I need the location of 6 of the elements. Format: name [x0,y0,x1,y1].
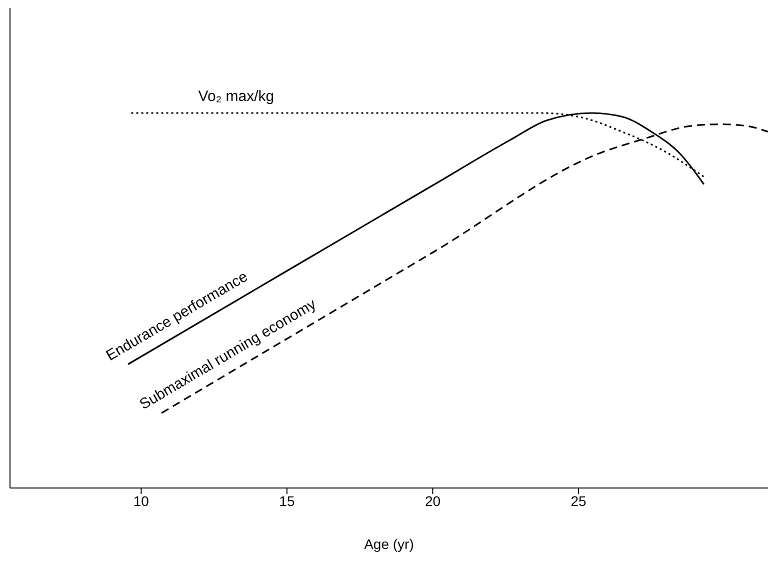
x-tick-label: 15 [279,492,295,509]
series-label: Vo₂ max/kg [198,88,274,105]
x-tick-label: 25 [570,492,586,509]
x-axis-title: Age (yr) [364,536,414,552]
x-tick-label: 10 [133,492,150,509]
x-tick-label: 20 [424,492,441,509]
